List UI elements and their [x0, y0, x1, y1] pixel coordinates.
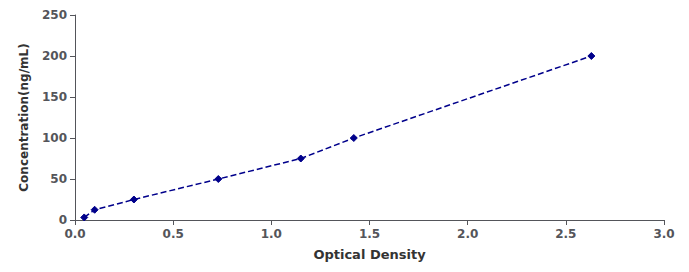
- svg-text:0: 0: [59, 213, 67, 227]
- svg-text:150: 150: [42, 90, 67, 104]
- svg-text:50: 50: [50, 172, 67, 186]
- svg-text:1.0: 1.0: [261, 227, 282, 241]
- svg-text:0.0: 0.0: [64, 227, 85, 241]
- svg-text:0.5: 0.5: [163, 227, 184, 241]
- svg-text:Optical Density: Optical Density: [313, 247, 426, 262]
- svg-text:200: 200: [42, 49, 67, 63]
- svg-text:250: 250: [42, 8, 67, 22]
- svg-text:1.5: 1.5: [359, 227, 380, 241]
- svg-text:2.5: 2.5: [555, 227, 576, 241]
- svg-text:Concentration(ng/mL): Concentration(ng/mL): [17, 43, 31, 191]
- svg-text:100: 100: [42, 131, 67, 145]
- svg-text:3.0: 3.0: [653, 227, 674, 241]
- svg-text:2.0: 2.0: [457, 227, 478, 241]
